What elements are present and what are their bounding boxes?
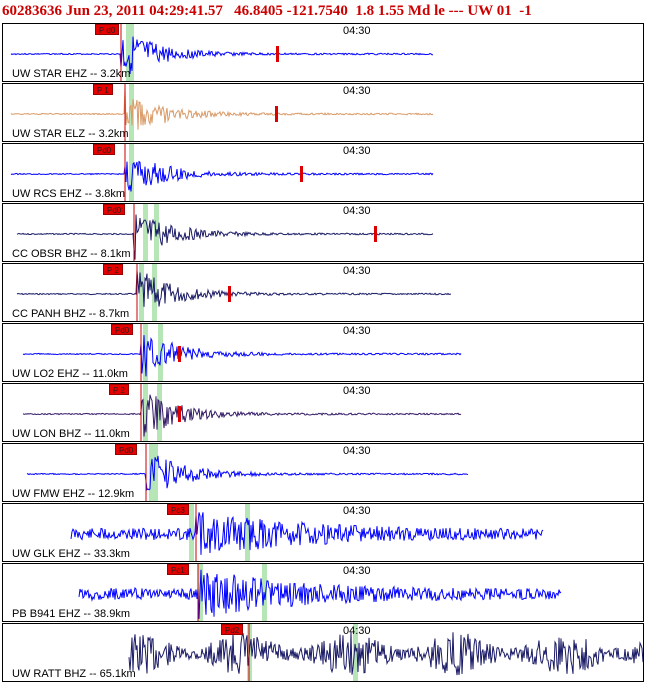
station-label: CC PANH BHZ -- 8.7km (12, 308, 130, 320)
time-label: 04:30 (343, 205, 371, 217)
station-label: UW LON BHZ -- 11.0km (12, 428, 130, 440)
station-label: UW LO2 EHZ -- 11.0km (12, 368, 128, 380)
trace-panel[interactable]: 04:30 Pd0 UW RCS EHZ -- 3.8km (2, 143, 644, 202)
pick-flag[interactable]: P 2 (103, 264, 123, 275)
trace-panel[interactable]: 04:30 Pc1 PB B941 EHZ -- 38.9km (2, 563, 644, 622)
pick-flag[interactable]: Pd0 (111, 324, 134, 335)
seismogram-panels: 04:30 P d0 UW STAR EHZ -- 3.2km 04:30 P 1 UW … (0, 23, 650, 686)
waveform (10, 24, 433, 81)
phase-window (245, 504, 250, 561)
station-label: UW RATT BHZ -- 65.1km (12, 668, 136, 680)
trace-panel[interactable]: 04:30 P 2 CC PANH BHZ -- 8.7km (2, 263, 644, 322)
trace-line (10, 88, 434, 130)
station-label: UW RCS EHZ -- 3.8km (12, 188, 126, 200)
waveform (16, 204, 434, 261)
trace-line (22, 394, 462, 437)
time-label: 04:30 (343, 25, 371, 37)
station-label: PB B941 EHZ -- 38.9km (12, 608, 130, 620)
phase-window (129, 144, 134, 201)
trace-line (10, 36, 433, 74)
coda-marker (374, 226, 377, 242)
waveform (10, 144, 434, 201)
coda-marker (300, 166, 303, 182)
time-label: 04:30 (343, 385, 371, 397)
trace-panel[interactable]: 04:30 Pd2 UW RATT BHZ -- 65.1km (2, 623, 644, 682)
phase-window (153, 444, 158, 501)
waveform (70, 504, 544, 561)
time-label: 04:30 (343, 145, 371, 157)
trace-panel[interactable]: 04:30 P 2 UW LON BHZ -- 11.0km (2, 383, 644, 442)
trace-panel[interactable]: 04:30 P 1 UW STAR ELZ -- 3.2km (2, 83, 644, 142)
station-label: UW FMW EHZ -- 12.9km (12, 488, 135, 500)
pick-flag[interactable]: Pd0 (103, 204, 126, 215)
pick-flag[interactable]: Pd2 (221, 624, 244, 635)
pick-flag[interactable]: P 2 (109, 384, 129, 395)
trace-line (16, 214, 434, 260)
station-label: UW STAR ELZ -- 3.2km (12, 128, 129, 140)
time-label: 04:30 (343, 625, 371, 637)
time-label: 04:30 (343, 85, 371, 97)
waveform (78, 564, 562, 621)
waveform (26, 444, 469, 501)
phase-window (353, 624, 358, 681)
phase-window (143, 324, 148, 381)
coda-marker (275, 106, 278, 122)
phase-window (139, 264, 144, 321)
pick-flag[interactable]: Pc1 (167, 564, 189, 575)
station-label: UW STAR EHZ -- 3.2km (12, 68, 131, 80)
waveform (128, 624, 643, 681)
pick-flag[interactable]: P 1 (93, 84, 113, 95)
waveform (16, 264, 451, 321)
trace-panel[interactable]: 04:30 P d0 UW STAR EHZ -- 3.2km (2, 23, 644, 82)
waveform (22, 384, 462, 441)
phase-window (143, 204, 148, 261)
trace-panel[interactable]: 04:30 Pd0 CC OBSR BHZ -- 8.1km (2, 203, 644, 262)
time-label: 04:30 (343, 445, 371, 457)
time-label: 04:30 (343, 505, 371, 517)
trace-line (16, 269, 451, 307)
coda-marker (228, 286, 231, 302)
trace-panel[interactable]: 04:30 Pd0 UW LO2 EHZ -- 11.0km (2, 323, 644, 382)
trace-line (10, 160, 434, 192)
pick-flag[interactable]: Pd0 (93, 144, 116, 155)
pick-flag[interactable]: Pd0 (115, 444, 138, 455)
trace-panel[interactable]: 04:30 Pc3 UW GLK EHZ -- 33.3km (2, 503, 644, 562)
phase-window (149, 444, 154, 501)
coda-marker (178, 346, 181, 362)
time-label: 04:30 (343, 265, 371, 277)
station-label: UW GLK EHZ -- 33.3km (12, 548, 130, 560)
coda-marker (276, 46, 279, 62)
pick-flag[interactable]: Pc3 (167, 504, 189, 515)
waveform (22, 324, 462, 381)
trace-line (26, 455, 469, 491)
phase-window (129, 24, 134, 81)
station-label: CC OBSR BHZ -- 8.1km (12, 248, 131, 260)
coda-marker (178, 406, 181, 422)
phase-window (126, 24, 131, 81)
trace-panel[interactable]: 04:30 Pd0 UW FMW EHZ -- 12.9km (2, 443, 644, 502)
phase-window (189, 504, 194, 561)
trace-line (70, 512, 544, 555)
trace-line (78, 569, 562, 619)
phase-window (143, 384, 148, 441)
pick-flag[interactable]: P d0 (95, 24, 120, 35)
time-label: 04:30 (343, 325, 371, 337)
waveform (10, 84, 434, 141)
time-label: 04:30 (343, 565, 371, 577)
event-header: 60283636 Jun 23, 2011 04:29:41.57 46.840… (2, 3, 532, 19)
trace-line (22, 335, 462, 377)
trace-line (128, 632, 643, 676)
